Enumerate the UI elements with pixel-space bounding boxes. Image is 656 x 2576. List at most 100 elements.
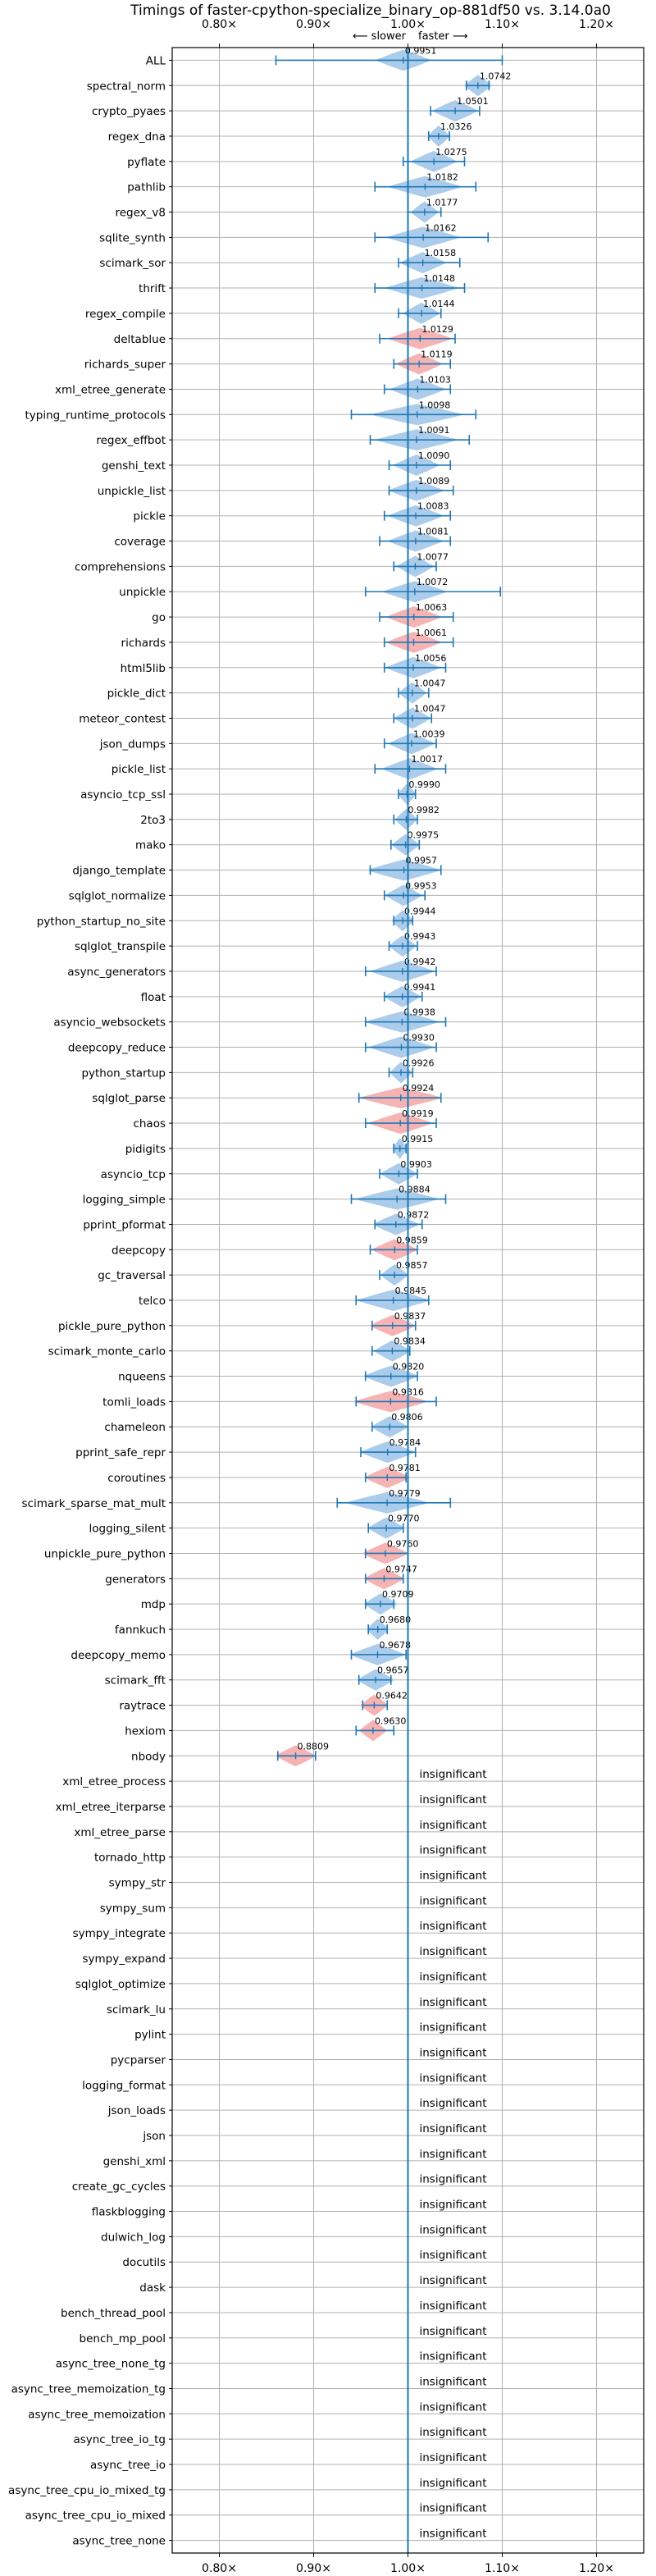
violin-layer	[275, 49, 493, 1767]
value-label: 0.9924	[403, 1083, 435, 1094]
value-label: 1.0017	[411, 754, 442, 765]
benchmark-label: generators	[105, 1573, 166, 1586]
benchmark-label: json	[142, 2130, 166, 2143]
benchmark-label: sympy_sum	[100, 1902, 166, 1915]
chart-title: Timings of faster-cpython-specialize_bin…	[130, 2, 611, 19]
benchmark-label: deepcopy_reduce	[68, 1042, 166, 1055]
value-label: 0.9845	[395, 1286, 427, 1296]
value-label: 0.9837	[394, 1311, 426, 1322]
benchmark-label: logging_silent	[89, 1523, 166, 1536]
value-label: 0.9938	[403, 1007, 435, 1018]
insignificant-label: insignificant	[420, 2451, 487, 2464]
value-label: 1.0090	[418, 450, 449, 461]
benchmark-label: docutils	[122, 2256, 166, 2269]
insignificant-label: insignificant	[420, 1945, 487, 1958]
benchmark-label: sympy_integrate	[73, 1927, 166, 1940]
axis-layer: 0.80× 0.80× 0.90× 0.90× 1.00× 1.00× 1.10× 1.10×…	[169, 18, 645, 2575]
benchmark-label: html5lib	[121, 662, 166, 675]
value-label: 0.9943	[404, 931, 436, 942]
benchmark-label: gc_traversal	[98, 1269, 166, 1282]
benchmark-label: async_tree_io_tg	[73, 2433, 166, 2446]
benchmark-label: asyncio_tcp	[101, 1168, 166, 1181]
benchmark-label: regex_compile	[85, 308, 166, 321]
benchmark-label: mdp	[141, 1598, 166, 1611]
insignificant-label: insignificant	[420, 2274, 487, 2287]
insignificant-label: insignificant	[420, 1768, 487, 1781]
value-label: 0.9770	[388, 1514, 420, 1524]
benchmark-label: pprint_safe_repr	[75, 1446, 166, 1459]
benchmark-label: python_startup_no_site	[37, 915, 166, 928]
benchmark-label: sqlglot_parse	[92, 1092, 166, 1105]
benchmark-label: flaskblogging	[92, 2206, 166, 2219]
benchmark-label: xml_etree_process	[62, 1775, 166, 1788]
value-label: 0.9642	[376, 1691, 408, 1701]
insignificant-label: insignificant	[420, 1844, 487, 1857]
x-tick-label-bottom: 0.90×	[296, 2562, 331, 2575]
value-label: 0.9806	[391, 1412, 423, 1423]
benchmark-label: deepcopy	[112, 1244, 166, 1257]
insignificant-label: insignificant	[420, 2223, 487, 2236]
value-label: 1.0047	[414, 703, 446, 714]
benchmark-label: logging_format	[82, 2079, 166, 2092]
value-label: 1.0119	[421, 349, 453, 360]
benchmark-label: regex_v8	[115, 207, 166, 220]
insignificant-label: insignificant	[420, 2325, 487, 2338]
insignificant-label: insignificant	[420, 2375, 487, 2388]
benchmark-label: 2to3	[140, 814, 166, 827]
benchmark-label: json_loads	[107, 2104, 166, 2117]
benchmark-label: pickle_list	[112, 763, 166, 776]
benchmark-label: create_gc_cycles	[72, 2181, 166, 2194]
value-label: 1.0089	[418, 476, 450, 486]
x-tick-label-bottom: 1.10×	[485, 2562, 520, 2575]
insignificant-label: insignificant	[420, 1971, 487, 1984]
benchmark-label: async_tree_memoization_tg	[11, 2382, 166, 2396]
benchmark-label: bench_mp_pool	[80, 2332, 166, 2345]
benchmark-label: logging_simple	[83, 1194, 166, 1207]
benchmark-label: xml_etree_parse	[74, 1826, 166, 1839]
insignificant-label: insignificant	[420, 2300, 487, 2313]
insignificant-label: insignificant	[420, 2097, 487, 2110]
value-label: 0.9678	[379, 1640, 411, 1651]
benchmark-label: unpickle_list	[98, 485, 166, 498]
benchmark-label: deepcopy_memo	[71, 1649, 166, 1662]
slower-direction-label: ⟵ slower	[353, 30, 407, 43]
benchmark-label: tomli_loads	[102, 1395, 166, 1409]
insignificant-label: insignificant	[420, 2021, 487, 2035]
value-label: 0.9975	[408, 830, 440, 841]
benchmark-label: pprint_pformat	[83, 1218, 166, 1231]
insignificant-label: insignificant	[420, 1870, 487, 1883]
benchmark-label: thrift	[139, 282, 166, 295]
errorbar-layer	[275, 55, 503, 1761]
x-tick-label-top: 1.20×	[579, 18, 614, 31]
insignificant-label: insignificant	[420, 2173, 487, 2186]
benchmark-label: unpickle_pure_python	[44, 1547, 166, 1560]
insignificant-label: insignificant	[420, 1894, 487, 1907]
benchmark-label: spectral_norm	[87, 80, 166, 93]
benchmark-label: scimark_fft	[105, 1674, 166, 1688]
benchmark-label: tornado_http	[94, 1852, 166, 1865]
value-label: 0.9944	[404, 906, 436, 916]
value-label: 0.9784	[390, 1437, 421, 1448]
benchmark-label: sympy_expand	[82, 1953, 166, 1966]
x-tick-label-top: 0.80×	[202, 18, 237, 31]
x-tick-label-top: 1.00×	[390, 18, 426, 31]
insignificant-label: insignificant	[420, 2477, 487, 2490]
x-tick-label-bottom: 0.80×	[202, 2562, 237, 2575]
insignificant-label: insignificant	[420, 1996, 487, 2009]
value-label: 0.9857	[396, 1260, 428, 1271]
benchmark-label: comprehensions	[75, 560, 166, 573]
insignificant-label: insignificant	[420, 1819, 487, 1832]
benchmark-label: pycparser	[111, 2053, 166, 2067]
benchmark-label: bench_thread_pool	[61, 2307, 166, 2320]
value-label: 0.9884	[399, 1185, 430, 1195]
insignificant-label: insignificant	[420, 2350, 487, 2364]
value-label: 1.0083	[417, 501, 449, 512]
insignificant-label: insignificant	[420, 2199, 487, 2212]
value-label: 0.9747	[385, 1564, 417, 1574]
benchmark-label: nbody	[131, 1750, 166, 1763]
x-tick-label-bottom: 1.20×	[579, 2562, 614, 2575]
benchmark-label: scimark_monte_carlo	[48, 1345, 166, 1359]
value-label: 1.0103	[419, 374, 450, 385]
value-label: 1.0144	[423, 299, 455, 309]
value-label: 0.9941	[404, 982, 435, 993]
